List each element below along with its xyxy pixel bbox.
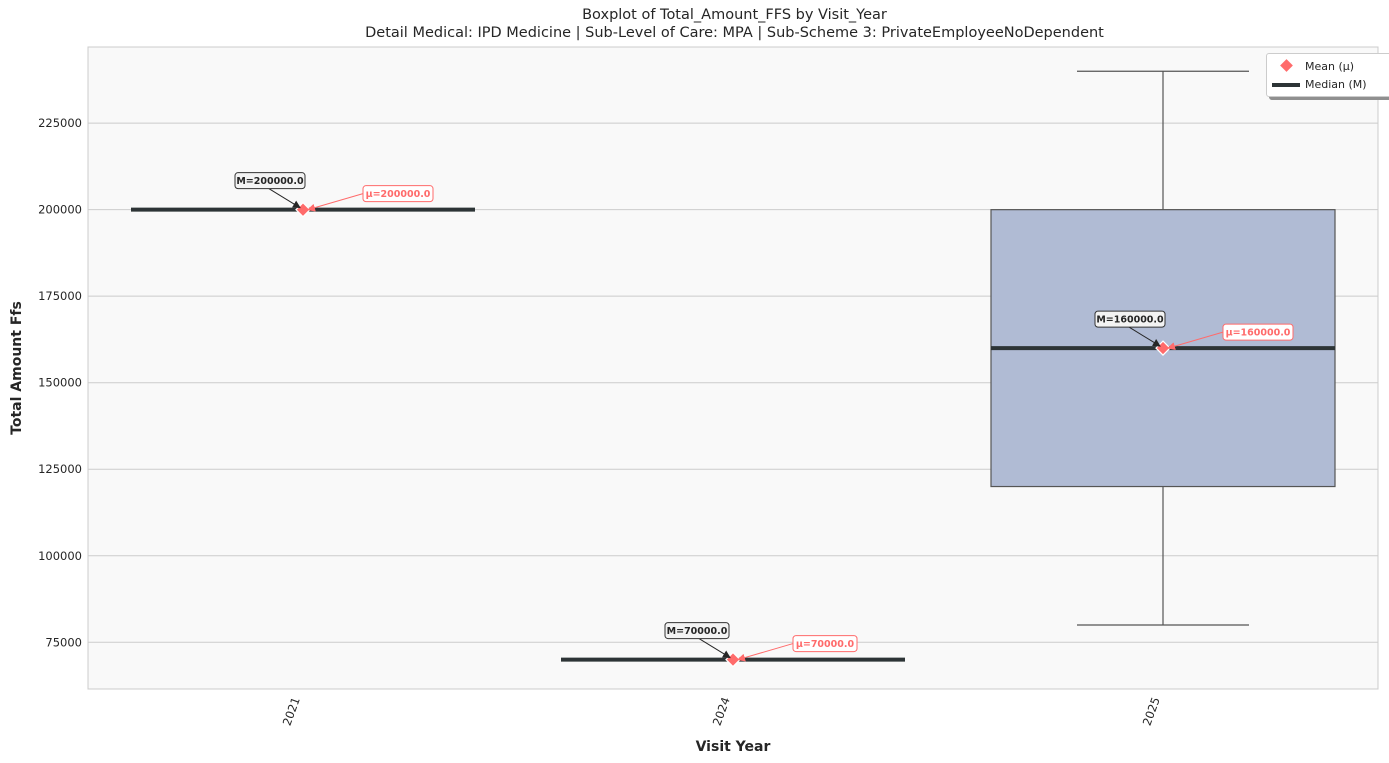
mean-arrow [737, 643, 794, 662]
mean-arrow [1167, 331, 1224, 350]
median-arrow [268, 188, 301, 209]
mean-label: μ=160000.0 [1226, 328, 1291, 339]
chart-title: Boxplot of Total_Amount_FFS by Visit_Yea… [582, 7, 887, 23]
y-tick-label: 125000 [38, 462, 82, 476]
y-tick-label: 175000 [38, 289, 82, 303]
mean-diamond-icon [1280, 59, 1293, 72]
mean-label-box [362, 185, 434, 203]
x-tick-label: 2024 [710, 695, 733, 727]
median-label: M=70000.0 [667, 626, 728, 637]
median-arrow [1128, 326, 1161, 347]
x-tick-label: 2021 [280, 695, 303, 727]
mean-label: μ=70000.0 [796, 639, 855, 650]
median-label-box [234, 172, 306, 190]
plot-frame [87, 46, 1379, 690]
median-label-box [664, 622, 730, 640]
x-tick-label: 2025 [1140, 695, 1163, 727]
chart-subtitle: Detail Medical: IPD Medicine | Sub-Level… [365, 25, 1104, 41]
x-axis-label: Visit Year [696, 739, 771, 755]
median-arrow [698, 638, 731, 659]
legend-label-median: Median (M) [1305, 77, 1367, 91]
y-axis-label: Total Amount Ffs [9, 301, 25, 435]
legend-label-mean: Mean (μ) [1305, 59, 1355, 73]
median-label: M=200000.0 [236, 176, 304, 187]
median-label-box [1094, 310, 1166, 328]
median-label: M=160000.0 [1096, 315, 1164, 326]
legend: Mean (μ) Median (M) [1266, 53, 1389, 97]
mean-arrow [307, 193, 364, 212]
y-tick-label: 225000 [38, 116, 82, 130]
legend-item-median: Median (M) [1267, 76, 1367, 92]
y-tick-label: 100000 [38, 549, 82, 563]
y-tick-label: 150000 [38, 376, 82, 390]
mean-label: μ=200000.0 [366, 189, 431, 200]
y-tick-label: 75000 [45, 635, 82, 649]
median-line-icon [1272, 82, 1300, 87]
mean-label-box [1222, 323, 1294, 341]
legend-item-mean: Mean (μ) [1267, 58, 1354, 74]
y-tick-label: 200000 [38, 203, 82, 217]
mean-label-box [792, 635, 858, 653]
